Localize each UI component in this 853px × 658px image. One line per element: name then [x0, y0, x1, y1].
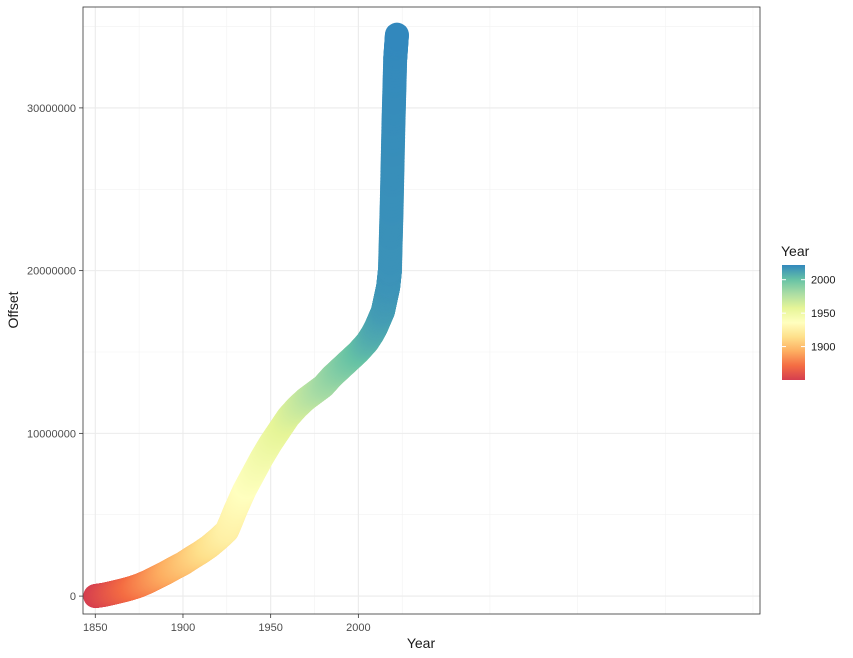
legend-breaks: 1900 1950 2000 [782, 275, 835, 354]
x-axis-title: Year [407, 635, 436, 651]
data-points [83, 22, 409, 609]
x-tick-label: 2000 [346, 622, 370, 634]
x-tick-label: 1900 [171, 622, 195, 634]
legend: Year 1900 1950 2000 [781, 243, 835, 380]
y-tick-label: 30000000 [27, 103, 76, 115]
y-tick-label: 20000000 [27, 266, 76, 278]
legend-break-label: 1950 [811, 308, 835, 320]
legend-title: Year [781, 243, 810, 259]
major-gridlines [83, 7, 760, 614]
y-axis-title: Offset [5, 291, 21, 328]
plot-panel [83, 7, 760, 614]
y-tick-label: 10000000 [27, 428, 76, 440]
legend-break-label: 1900 [811, 342, 835, 354]
x-axis: 1850 1900 1950 2000 [83, 614, 371, 634]
y-axis: 0 10000000 20000000 30000000 [27, 103, 83, 603]
plot-border [82, 6, 761, 615]
x-tick-label: 1850 [83, 622, 107, 634]
legend-break-label: 2000 [811, 275, 835, 287]
legend-colorbar [782, 265, 805, 380]
y-tick-label: 0 [70, 591, 76, 603]
data-point [384, 22, 409, 47]
x-tick-label: 1950 [258, 622, 282, 634]
